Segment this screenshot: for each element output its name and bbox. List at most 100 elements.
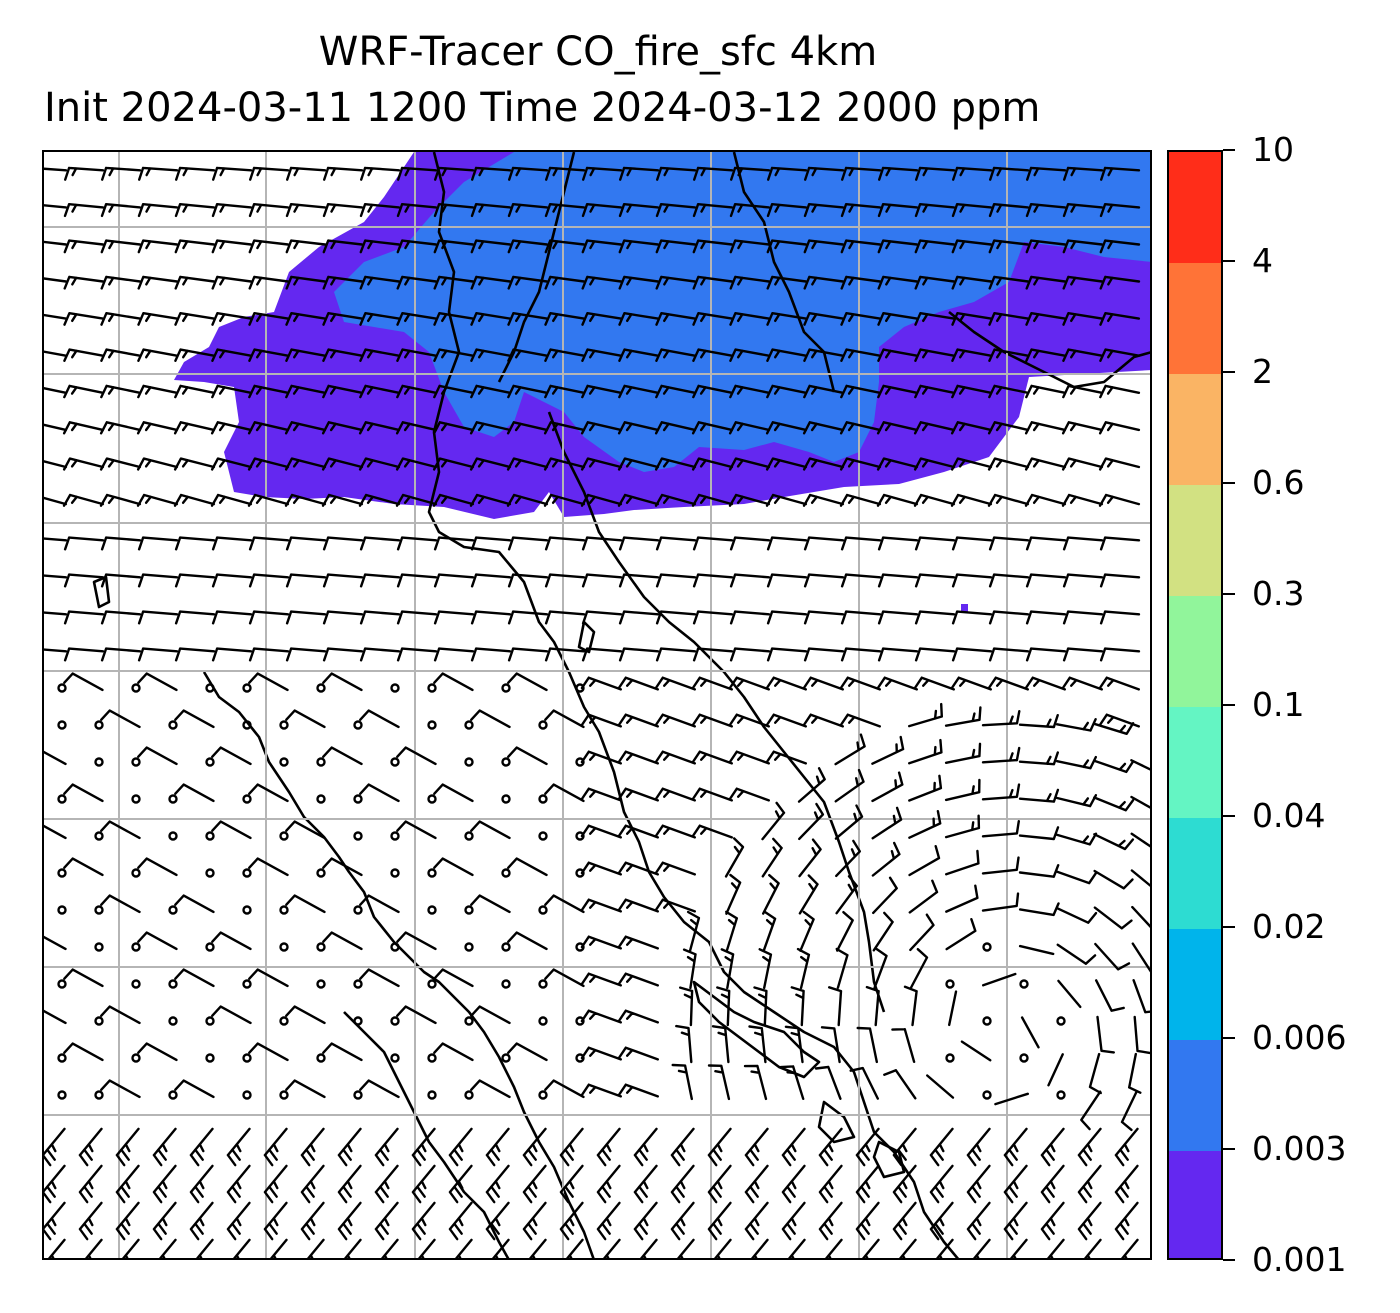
wind-barb [707, 1164, 732, 1204]
wind-barb [248, 610, 290, 625]
wind-barb [1062, 275, 1104, 290]
wind-barb [617, 824, 659, 839]
wind-barb [982, 972, 1017, 987]
wind-barb [174, 709, 215, 729]
wind-barb [63, 239, 105, 254]
wind-barb [835, 875, 858, 915]
wind-barb [448, 1164, 473, 1204]
wind-barb [226, 1201, 251, 1241]
wind-barb [44, 277, 68, 283]
wind-barb [1061, 676, 1103, 691]
wind-barb [945, 849, 980, 876]
calm-wind-marker [94, 905, 104, 915]
wind-barb [507, 672, 548, 692]
calm-wind-marker [168, 794, 178, 804]
colorbar-segment [1169, 1040, 1221, 1151]
calm-wind-marker [131, 979, 141, 989]
colorbar-tick-label: 0.1 [1252, 685, 1305, 724]
wind-barb [834, 804, 864, 840]
calm-wind-marker [316, 1053, 326, 1063]
wind-barb [670, 1127, 695, 1167]
wind-barb [322, 312, 364, 326]
wind-barb [137, 672, 178, 692]
wind-barb [862, 1238, 880, 1258]
wind-barb [1093, 759, 1135, 774]
colorbar-tick [1223, 926, 1235, 928]
wind-barb [876, 676, 918, 691]
wind-barb [656, 166, 697, 181]
wind-barb [753, 986, 768, 1027]
wind-barb [248, 857, 289, 877]
wind-barb [396, 610, 438, 625]
colorbar [1167, 150, 1223, 1260]
wind-barb [78, 1201, 103, 1241]
wind-barb [1133, 1015, 1150, 1055]
wind-barb [1056, 870, 1098, 885]
wind-barb [174, 647, 216, 662]
wind-barb [766, 275, 808, 290]
colorbar-tick [1223, 593, 1235, 595]
wind-barb [1025, 239, 1067, 254]
wind-barb [655, 536, 697, 551]
wind-barb [300, 1127, 325, 1167]
wind-barb [728, 421, 771, 435]
wind-barb [359, 536, 401, 551]
wind-barb [1099, 610, 1141, 625]
wind-barb [322, 746, 363, 766]
wind-barb [247, 493, 290, 507]
lake-2 [92, 575, 111, 609]
wind-barb [840, 239, 882, 254]
wind-barb [981, 783, 1021, 801]
wind-barb [839, 713, 881, 728]
wind-barb [729, 275, 771, 290]
wind-barb [730, 166, 771, 181]
map-panel[interactable] [42, 150, 1152, 1260]
wind-barb [99, 493, 142, 507]
wind-barb [152, 1201, 177, 1241]
wind-barb [248, 573, 290, 588]
wind-barb [581, 312, 623, 326]
wind-barb [63, 203, 105, 218]
calm-wind-marker [131, 794, 141, 804]
wind-barb [802, 421, 845, 435]
wind-barb [285, 275, 327, 290]
wind-barb [987, 457, 1030, 471]
wind-barb [211, 610, 253, 625]
wind-barb [765, 421, 808, 435]
wind-barb [344, 1238, 362, 1258]
wind-barb [720, 948, 735, 990]
wind-barb [1055, 718, 1097, 732]
wind-barb [285, 312, 327, 326]
calm-wind-marker [538, 1090, 548, 1100]
wind-barb [1098, 493, 1141, 507]
wind-barb [137, 275, 179, 290]
calm-wind-marker [168, 1090, 178, 1100]
wind-barb [762, 874, 780, 915]
colorbar-tick [1223, 371, 1235, 373]
calm-wind-marker [316, 757, 326, 767]
wind-barb [654, 750, 696, 765]
wind-barb [840, 312, 882, 326]
wind-barb [877, 239, 919, 254]
wind-barb [485, 1127, 510, 1167]
wind-barb [138, 166, 179, 181]
wind-barb [909, 913, 935, 952]
wind-barb [1098, 421, 1141, 435]
wind-barb [469, 493, 512, 507]
wind-barb [758, 948, 773, 990]
colorbar-tick [1223, 815, 1235, 817]
wind-barbs [44, 166, 1150, 1258]
calm-wind-marker [316, 979, 326, 989]
wind-barb [840, 203, 882, 218]
wind-barb [358, 457, 401, 471]
wind-barb [619, 166, 660, 181]
wind-barb [1018, 864, 1060, 878]
wind-barb [903, 985, 918, 1027]
wind-barb [507, 746, 548, 766]
wind-barb [396, 647, 438, 662]
wind-barb [284, 493, 327, 507]
wind-barb [63, 857, 104, 877]
calm-wind-marker [242, 720, 252, 730]
wind-barb [137, 746, 178, 766]
calm-wind-marker [205, 683, 215, 693]
